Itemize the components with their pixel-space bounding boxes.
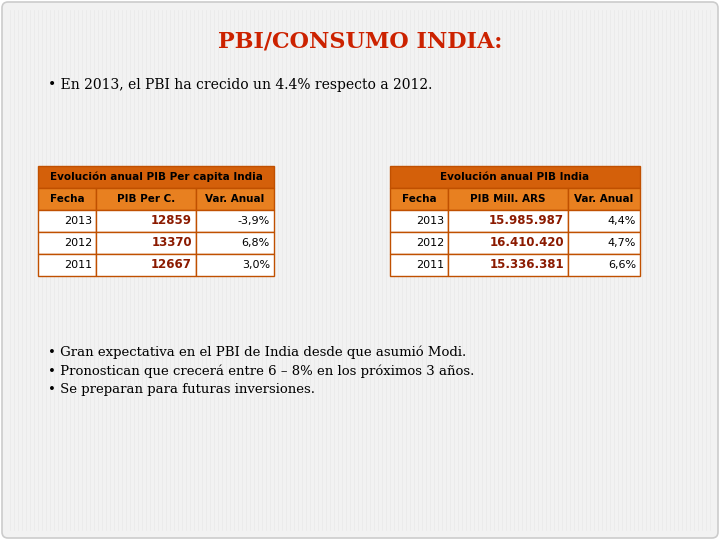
Bar — [38, 232, 96, 254]
Bar — [390, 166, 640, 188]
Text: 4,7%: 4,7% — [608, 238, 636, 248]
Text: PIB Mill. ARS: PIB Mill. ARS — [470, 194, 546, 204]
Text: Fecha: Fecha — [402, 194, 436, 204]
Bar — [38, 254, 96, 276]
Text: Var. Anual: Var. Anual — [575, 194, 634, 204]
Bar — [568, 254, 640, 276]
Text: 6,8%: 6,8% — [242, 238, 270, 248]
Bar — [38, 210, 96, 232]
Text: 16.410.420: 16.410.420 — [490, 237, 564, 249]
Text: 13370: 13370 — [151, 237, 192, 249]
Bar — [196, 232, 274, 254]
Text: 2013: 2013 — [64, 216, 92, 226]
Bar — [448, 188, 568, 210]
Bar — [196, 254, 274, 276]
Text: • Pronostican que crecerá entre 6 – 8% en los próximos 3 años.: • Pronostican que crecerá entre 6 – 8% e… — [48, 364, 474, 378]
Bar — [568, 232, 640, 254]
Text: 2012: 2012 — [415, 238, 444, 248]
Bar — [390, 254, 448, 276]
Text: Fecha: Fecha — [50, 194, 84, 204]
Text: PBI/CONSUMO INDIA:: PBI/CONSUMO INDIA: — [218, 31, 502, 53]
Text: • Se preparan para futuras inversiones.: • Se preparan para futuras inversiones. — [48, 383, 315, 396]
Bar — [196, 188, 274, 210]
Text: 15.985.987: 15.985.987 — [489, 214, 564, 227]
Bar — [96, 254, 196, 276]
Text: Evolución anual PIB Per capita India: Evolución anual PIB Per capita India — [50, 172, 262, 183]
Text: • Gran expectativa en el PBI de India desde que asumió Modi.: • Gran expectativa en el PBI de India de… — [48, 345, 467, 359]
Text: 3,0%: 3,0% — [242, 260, 270, 270]
Bar — [448, 254, 568, 276]
Text: 12859: 12859 — [151, 214, 192, 227]
Bar — [390, 232, 448, 254]
Bar — [38, 166, 274, 188]
Text: 15.336.381: 15.336.381 — [490, 259, 564, 272]
Text: 2012: 2012 — [64, 238, 92, 248]
Text: 2011: 2011 — [64, 260, 92, 270]
Bar — [390, 210, 448, 232]
Bar — [196, 210, 274, 232]
Text: 12667: 12667 — [151, 259, 192, 272]
Bar — [96, 188, 196, 210]
Bar — [38, 188, 96, 210]
Bar — [568, 188, 640, 210]
Bar — [448, 210, 568, 232]
Text: 2013: 2013 — [416, 216, 444, 226]
Bar — [448, 232, 568, 254]
Text: 2011: 2011 — [416, 260, 444, 270]
Text: Var. Anual: Var. Anual — [205, 194, 265, 204]
Text: -3,9%: -3,9% — [238, 216, 270, 226]
Bar — [390, 188, 448, 210]
Bar — [568, 210, 640, 232]
Bar — [96, 210, 196, 232]
Bar — [96, 232, 196, 254]
Text: 6,6%: 6,6% — [608, 260, 636, 270]
Text: PIB Per C.: PIB Per C. — [117, 194, 175, 204]
Text: Evolución anual PIB India: Evolución anual PIB India — [441, 172, 590, 182]
Text: 4,4%: 4,4% — [608, 216, 636, 226]
Text: • En 2013, el PBI ha crecido un 4.4% respecto a 2012.: • En 2013, el PBI ha crecido un 4.4% res… — [48, 78, 433, 92]
